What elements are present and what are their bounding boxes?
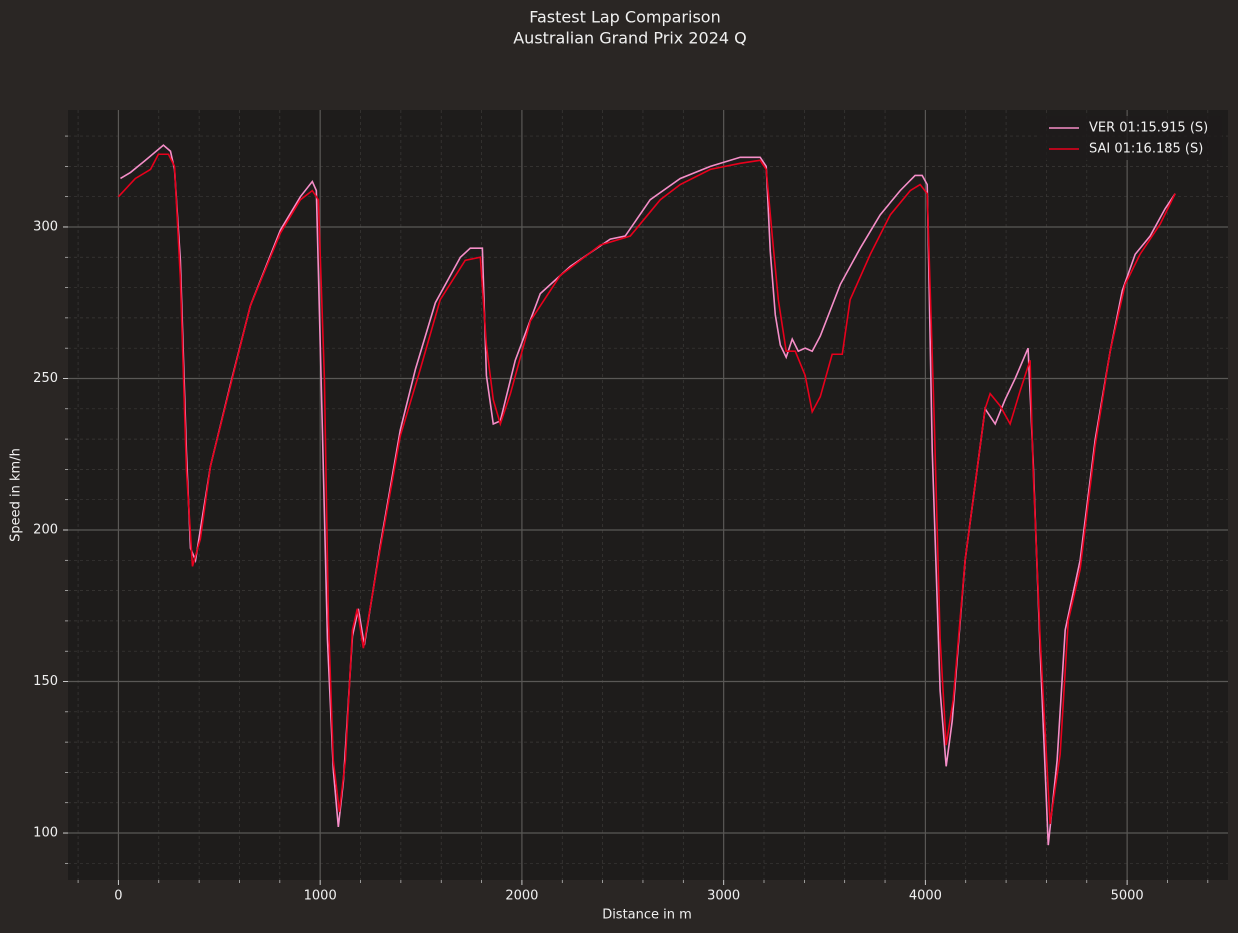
x-tick-label: 2000	[505, 889, 538, 904]
plot-area	[68, 110, 1228, 880]
line	[120, 144, 1176, 846]
y-tick-label: 150	[33, 674, 58, 689]
chart-title: Fastest Lap Comparison	[529, 8, 720, 27]
x-tick-label: 4000	[909, 889, 942, 904]
x-tick-label: 5000	[1111, 889, 1144, 904]
y-tick-label: 250	[33, 371, 58, 386]
y-tick-label: 100	[33, 826, 58, 841]
x-tick-label: 3000	[707, 889, 740, 904]
x-tick-label: 1000	[304, 889, 337, 904]
legend-label: VER 01:15.915 (S)	[1089, 121, 1208, 136]
legend-label: SAI 01:16.185 (S)	[1089, 142, 1203, 157]
legend-box	[1040, 116, 1222, 160]
y-tick-label: 300	[33, 219, 58, 234]
chart-subtitle: Australian Grand Prix 2024 Q	[513, 29, 747, 48]
x-tick-label: 0	[114, 889, 122, 904]
y-axis-label: Speed in km/h	[9, 448, 24, 542]
x-axis-label: Distance in m	[602, 908, 692, 923]
line	[117, 153, 1176, 825]
y-tick-label: 200	[33, 523, 58, 538]
